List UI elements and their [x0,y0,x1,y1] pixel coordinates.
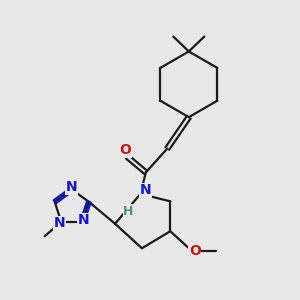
Text: O: O [189,244,201,258]
Text: N: N [54,216,66,230]
Text: O: O [120,143,131,157]
Text: H: H [123,205,134,218]
Text: N: N [78,213,90,227]
Text: N: N [140,183,152,197]
Text: N: N [66,180,78,194]
